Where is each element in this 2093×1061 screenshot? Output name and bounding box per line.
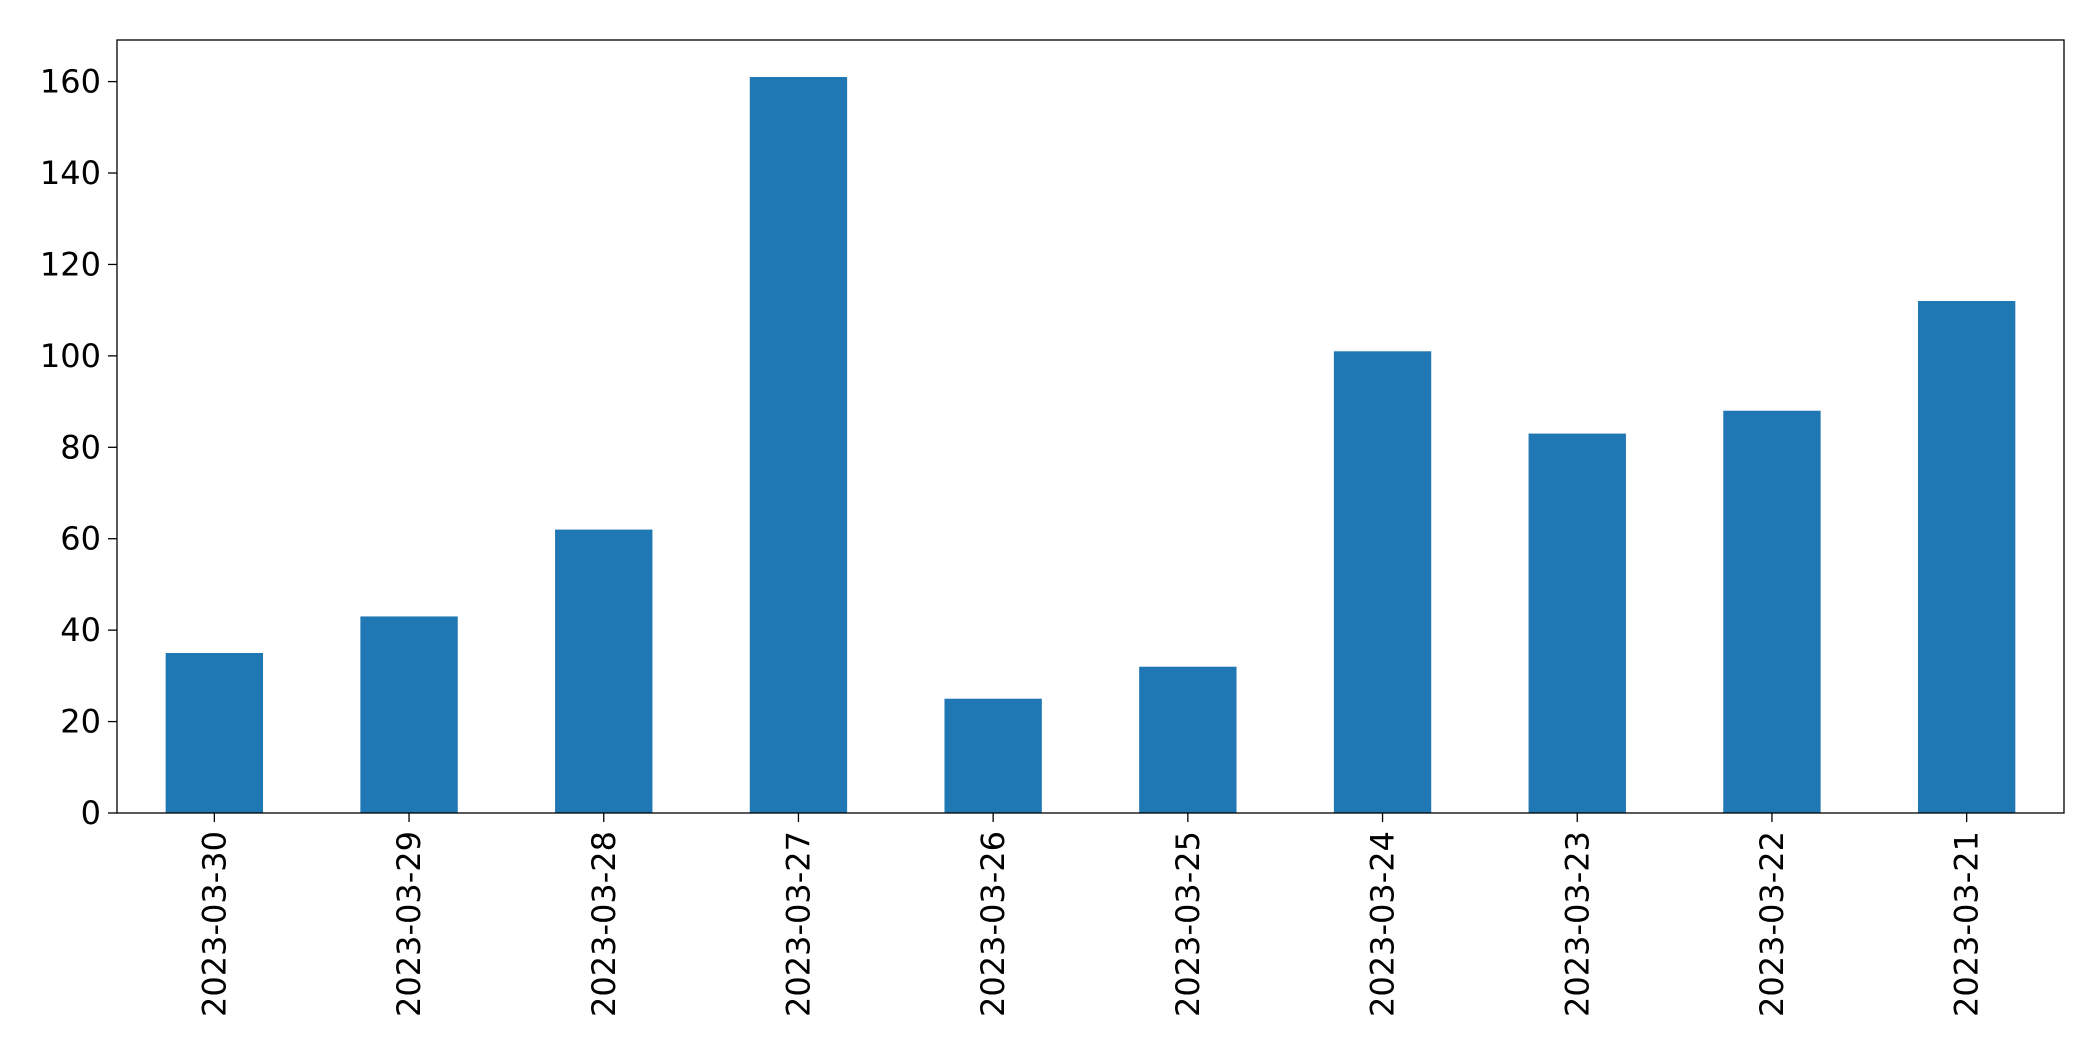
y-tick-label: 160 bbox=[40, 63, 101, 101]
x-tick-label: 2023-03-21 bbox=[1948, 831, 1986, 1017]
bar bbox=[555, 529, 653, 813]
bar bbox=[165, 653, 264, 813]
bar bbox=[360, 616, 458, 813]
x-tick-label: 2023-03-25 bbox=[1169, 831, 1207, 1017]
y-tick-label: 140 bbox=[40, 154, 101, 192]
x-tick-label: 2023-03-23 bbox=[1558, 831, 1596, 1017]
bar bbox=[1333, 351, 1432, 813]
y-tick-label: 0 bbox=[81, 794, 101, 832]
bar bbox=[1917, 301, 2016, 813]
y-tick-label: 20 bbox=[60, 703, 101, 741]
bar bbox=[1528, 433, 1626, 813]
x-tick-label: 2023-03-30 bbox=[195, 831, 233, 1017]
y-tick-label: 60 bbox=[60, 520, 101, 558]
x-tick-label: 2023-03-26 bbox=[974, 831, 1012, 1017]
bar bbox=[1139, 666, 1237, 813]
y-tick-label: 120 bbox=[40, 245, 101, 283]
x-tick-label: 2023-03-24 bbox=[1364, 831, 1402, 1017]
y-tick-label: 40 bbox=[60, 611, 101, 649]
y-tick-label: 80 bbox=[60, 428, 101, 466]
x-tick-label: 2023-03-29 bbox=[390, 831, 428, 1017]
x-tick-label: 2023-03-28 bbox=[585, 831, 623, 1017]
x-tick-label: 2023-03-22 bbox=[1753, 831, 1791, 1017]
bar bbox=[1723, 410, 1821, 813]
y-tick-label: 100 bbox=[40, 337, 101, 375]
x-tick-label: 2023-03-27 bbox=[779, 831, 817, 1017]
bar bbox=[944, 698, 1042, 813]
plot-frame bbox=[116, 39, 2065, 814]
bar bbox=[749, 77, 848, 813]
